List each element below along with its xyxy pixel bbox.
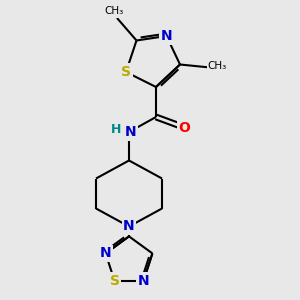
Text: N: N (123, 220, 135, 233)
Text: S: S (110, 274, 119, 288)
Text: N: N (138, 274, 149, 288)
Text: CH₃: CH₃ (208, 61, 227, 71)
Text: N: N (161, 29, 172, 43)
Text: S: S (121, 65, 131, 79)
Text: H: H (111, 123, 122, 136)
Text: O: O (178, 121, 190, 134)
Text: CH₃: CH₃ (104, 6, 124, 16)
Text: N: N (100, 246, 111, 260)
Text: N: N (125, 125, 136, 139)
